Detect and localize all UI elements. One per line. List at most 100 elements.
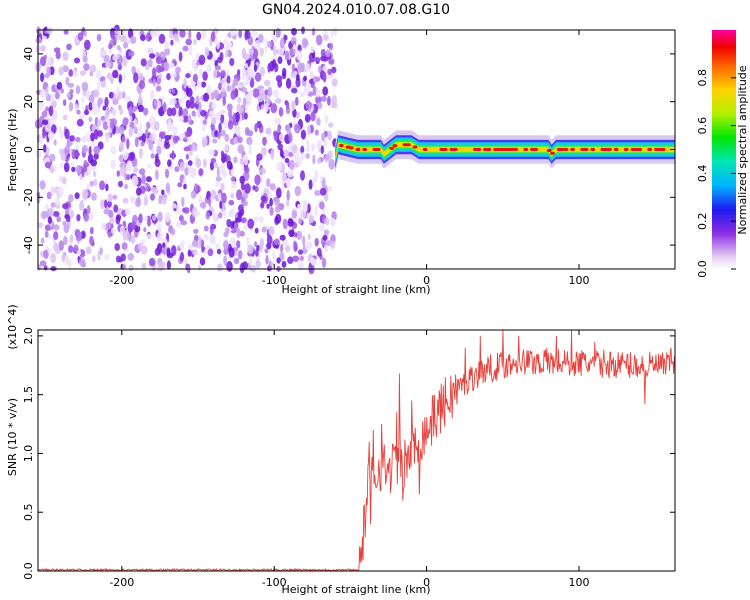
noise-cell bbox=[108, 43, 112, 50]
noise-cell bbox=[201, 28, 207, 40]
noise-cell bbox=[189, 96, 195, 104]
noise-cell bbox=[217, 192, 222, 201]
noise-cell bbox=[53, 224, 60, 231]
noise-cell bbox=[145, 32, 151, 42]
noise-cell bbox=[288, 229, 295, 238]
noise-cell bbox=[151, 148, 155, 154]
noise-cell bbox=[39, 101, 44, 111]
noise-cell bbox=[170, 39, 174, 46]
noise-cell bbox=[100, 50, 107, 56]
noise-cell bbox=[102, 121, 109, 131]
noise-cell bbox=[83, 191, 88, 200]
noise-cell bbox=[156, 145, 162, 155]
noise-cell bbox=[136, 187, 142, 196]
noise-cell bbox=[287, 151, 293, 157]
noise-cell bbox=[116, 170, 121, 177]
noise-cell bbox=[230, 168, 235, 176]
y-tick-label: 0.0 bbox=[22, 562, 35, 580]
noise-cell bbox=[208, 196, 212, 207]
noise-cell bbox=[209, 161, 215, 171]
noise-cell bbox=[272, 89, 280, 98]
noise-cell bbox=[272, 35, 278, 43]
noise-cell bbox=[122, 117, 129, 126]
noise-cell bbox=[314, 237, 319, 247]
noise-cell bbox=[96, 69, 102, 80]
noise-cell bbox=[206, 85, 212, 96]
colorbar-tick-label: 0.2 bbox=[696, 212, 709, 230]
x-tick-label: 0 bbox=[423, 274, 430, 287]
noise-cell bbox=[323, 192, 329, 202]
noise-cell bbox=[266, 203, 270, 209]
noise-cell bbox=[164, 142, 170, 150]
noise-cell bbox=[172, 33, 179, 41]
noise-cell bbox=[62, 235, 68, 246]
noise-cell bbox=[283, 149, 289, 158]
colorbar-tick-label: 0.0 bbox=[696, 260, 709, 278]
noise-cell bbox=[304, 62, 311, 72]
noise-cell bbox=[44, 203, 49, 211]
noise-cell bbox=[78, 257, 86, 267]
noise-cell bbox=[73, 57, 81, 64]
carrier-peak bbox=[570, 147, 575, 152]
noise-cell bbox=[198, 168, 204, 176]
noise-cell bbox=[166, 260, 171, 270]
carrier-peak bbox=[355, 147, 361, 152]
noise-cell bbox=[319, 201, 325, 210]
colorbar-tick-label: 0.4 bbox=[696, 165, 709, 183]
noise-cell bbox=[194, 210, 201, 217]
noise-cell bbox=[259, 238, 265, 249]
snr-xlabel: Height of straight line (km) bbox=[281, 583, 430, 596]
noise-cell bbox=[117, 64, 122, 70]
noise-cell bbox=[314, 129, 319, 136]
noise-cell bbox=[189, 101, 196, 109]
carrier-band-yellow bbox=[335, 141, 675, 162]
noise-cell bbox=[261, 226, 267, 233]
noise-cell bbox=[40, 89, 47, 98]
noise-cell bbox=[54, 248, 61, 254]
noise-cell bbox=[97, 119, 102, 127]
noise-cell bbox=[64, 128, 70, 140]
noise-cell bbox=[182, 108, 189, 117]
noise-cell bbox=[215, 180, 220, 188]
noise-cell bbox=[110, 159, 116, 169]
noise-cell bbox=[220, 182, 225, 191]
noise-cell bbox=[175, 66, 181, 74]
noise-cell bbox=[141, 133, 146, 144]
noise-cell bbox=[79, 70, 87, 76]
noise-cell bbox=[128, 105, 134, 116]
carrier-peak bbox=[580, 147, 586, 152]
noise-cell bbox=[55, 51, 61, 60]
noise-cell bbox=[156, 231, 163, 242]
noise-cell bbox=[307, 233, 311, 241]
noise-cell bbox=[137, 104, 144, 113]
noise-cell bbox=[278, 107, 284, 117]
y-tick-label: 20 bbox=[22, 95, 35, 109]
noise-cell bbox=[179, 115, 184, 123]
noise-cell bbox=[146, 233, 153, 240]
noise-cell bbox=[280, 243, 284, 253]
noise-cell bbox=[157, 211, 163, 222]
noise-cell bbox=[53, 231, 59, 241]
carrier-peak bbox=[513, 147, 518, 152]
noise-cell bbox=[191, 145, 198, 152]
noise-cell bbox=[312, 154, 316, 165]
noise-cell bbox=[279, 234, 286, 241]
noise-cell bbox=[238, 29, 243, 39]
noise-cell bbox=[288, 159, 295, 170]
noise-cell bbox=[183, 257, 188, 264]
noise-cell bbox=[183, 77, 187, 89]
noise-cell bbox=[48, 105, 54, 117]
noise-cell bbox=[59, 162, 64, 170]
noise-cell bbox=[285, 244, 291, 253]
noise-cell bbox=[88, 94, 95, 104]
noise-cell bbox=[305, 153, 310, 159]
x-tick-label: -200 bbox=[109, 274, 134, 287]
noise-cell bbox=[164, 40, 170, 50]
noise-cell bbox=[201, 81, 207, 88]
noise-cell bbox=[327, 95, 331, 106]
carrier-peak bbox=[439, 147, 445, 152]
noise-cell bbox=[223, 255, 228, 266]
noise-cell bbox=[272, 59, 277, 69]
noise-cell bbox=[311, 27, 316, 36]
noise-cell bbox=[233, 136, 239, 145]
